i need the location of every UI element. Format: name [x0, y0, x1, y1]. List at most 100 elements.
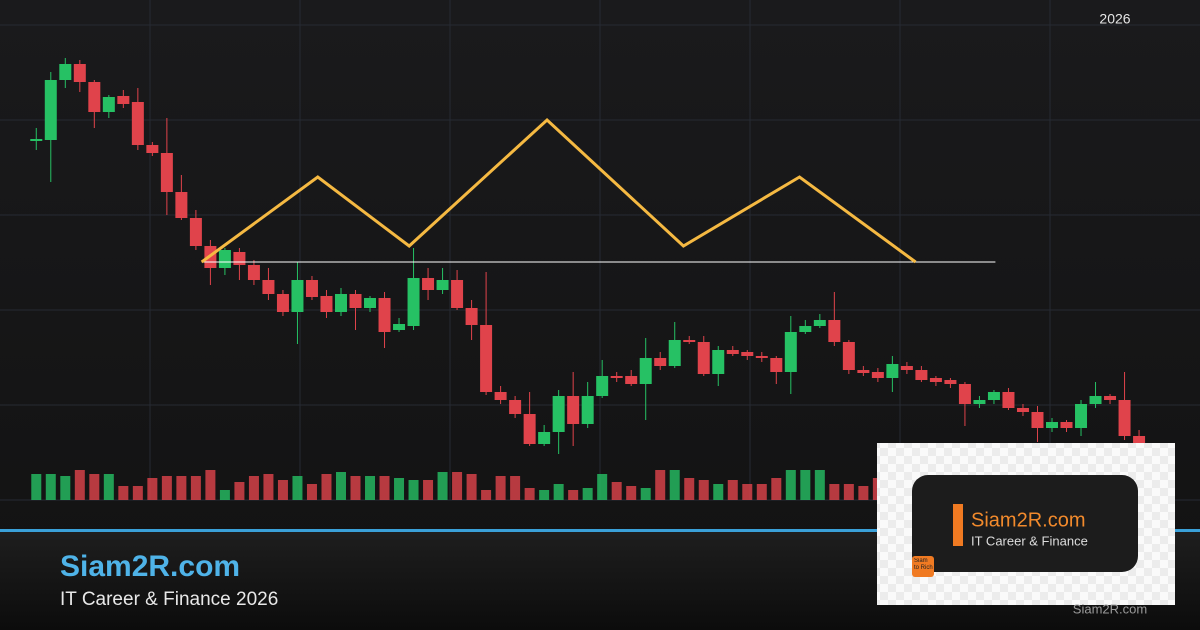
volume-bar	[452, 472, 463, 500]
x-label: 2026	[1099, 11, 1130, 27]
volume-bar	[611, 482, 622, 500]
volume-bar	[858, 486, 869, 500]
candle-body	[1089, 396, 1102, 404]
candle-body	[59, 64, 72, 80]
volume-bar	[800, 470, 811, 500]
candle-body	[1060, 422, 1073, 428]
candle-body	[320, 296, 333, 312]
candle-body	[1002, 392, 1015, 408]
volume-bar	[713, 484, 724, 500]
volume-bar	[510, 476, 521, 500]
candle-body	[799, 326, 812, 332]
candle-body	[538, 432, 551, 444]
candle-body	[117, 96, 130, 104]
volume-bar	[292, 476, 303, 500]
candle-body	[233, 252, 246, 265]
candle-body	[349, 294, 362, 308]
volume-bar	[89, 474, 100, 500]
candle-body	[276, 294, 289, 312]
volume-bar	[771, 478, 782, 500]
volume-bar	[248, 476, 259, 500]
candle-body	[422, 278, 435, 290]
candle-body	[668, 340, 681, 366]
candle-body	[407, 278, 420, 326]
volume-bar	[495, 476, 506, 500]
volume-bar	[655, 470, 666, 500]
volume-bar	[234, 482, 245, 500]
candle-body	[828, 320, 841, 342]
candle-body	[712, 350, 725, 374]
volume-bar	[147, 478, 158, 500]
volume-bar	[263, 474, 274, 500]
card-logo-text: Siam to Rich	[914, 558, 933, 571]
candle-body	[770, 358, 783, 372]
volume-bar	[118, 486, 129, 500]
candle-body	[480, 325, 493, 392]
volume-bar	[190, 476, 201, 500]
watermark: Siam2R.com	[1073, 601, 1147, 616]
candle-body	[73, 64, 86, 82]
candle-body	[378, 298, 391, 332]
candle-body	[697, 342, 710, 374]
card-title: Siam2R.com	[971, 509, 1085, 531]
volume-bar	[582, 488, 593, 500]
volume-bar	[742, 484, 753, 500]
candle-body	[247, 265, 260, 280]
candle-body	[784, 332, 797, 372]
volume-bar	[74, 470, 85, 500]
volume-bar	[31, 474, 42, 500]
volume-bar	[103, 474, 114, 500]
volume-bar	[669, 470, 680, 500]
volume-bar	[539, 490, 550, 500]
volume-bar	[408, 480, 419, 500]
candle-body	[30, 139, 43, 141]
candle-body	[1133, 436, 1146, 444]
candle-body	[813, 320, 826, 326]
candle-body	[871, 372, 884, 378]
candle-body	[262, 280, 275, 294]
candle-body	[567, 396, 580, 424]
volume-bar	[756, 484, 767, 500]
candle-body	[726, 350, 739, 354]
candle-body	[1031, 412, 1044, 428]
brand-title: Siam2R.com	[60, 550, 240, 583]
volume-bar	[829, 484, 840, 500]
candle-body	[436, 280, 449, 290]
card-subtitle: IT Career & Finance	[971, 533, 1088, 548]
candle-body	[1016, 408, 1029, 412]
candle-body	[973, 400, 986, 404]
candle-body	[451, 280, 464, 308]
volume-bar	[423, 480, 434, 500]
volume-bar	[277, 480, 288, 500]
volume-bar	[814, 470, 825, 500]
volume-bar	[306, 484, 317, 500]
candle-body	[364, 298, 377, 308]
candle-body	[915, 370, 928, 380]
footer-line	[0, 529, 1200, 532]
candle-body	[465, 308, 478, 325]
candle-body	[987, 392, 1000, 400]
candle-body	[291, 280, 304, 312]
volume-bar	[350, 476, 361, 500]
candle-body	[929, 378, 942, 382]
card: Siam2R.com IT Career & Finance Siam to R…	[877, 443, 1175, 605]
candle-body	[958, 384, 971, 404]
volume-bar	[640, 488, 651, 500]
candle-body	[581, 396, 594, 424]
candle-body	[1118, 400, 1131, 436]
volume-bar	[161, 476, 172, 500]
card-accent	[953, 504, 963, 546]
volume-bar	[45, 474, 56, 500]
volume-bar	[394, 478, 405, 500]
candle-body	[160, 153, 173, 192]
grid	[0, 0, 1200, 501]
candle-body	[189, 218, 202, 246]
candle-body	[523, 414, 536, 444]
volume-bar	[553, 484, 564, 500]
volume-bar	[568, 490, 579, 500]
candle-body	[334, 294, 347, 312]
volume-bar	[205, 470, 216, 500]
candle-body	[625, 376, 638, 384]
